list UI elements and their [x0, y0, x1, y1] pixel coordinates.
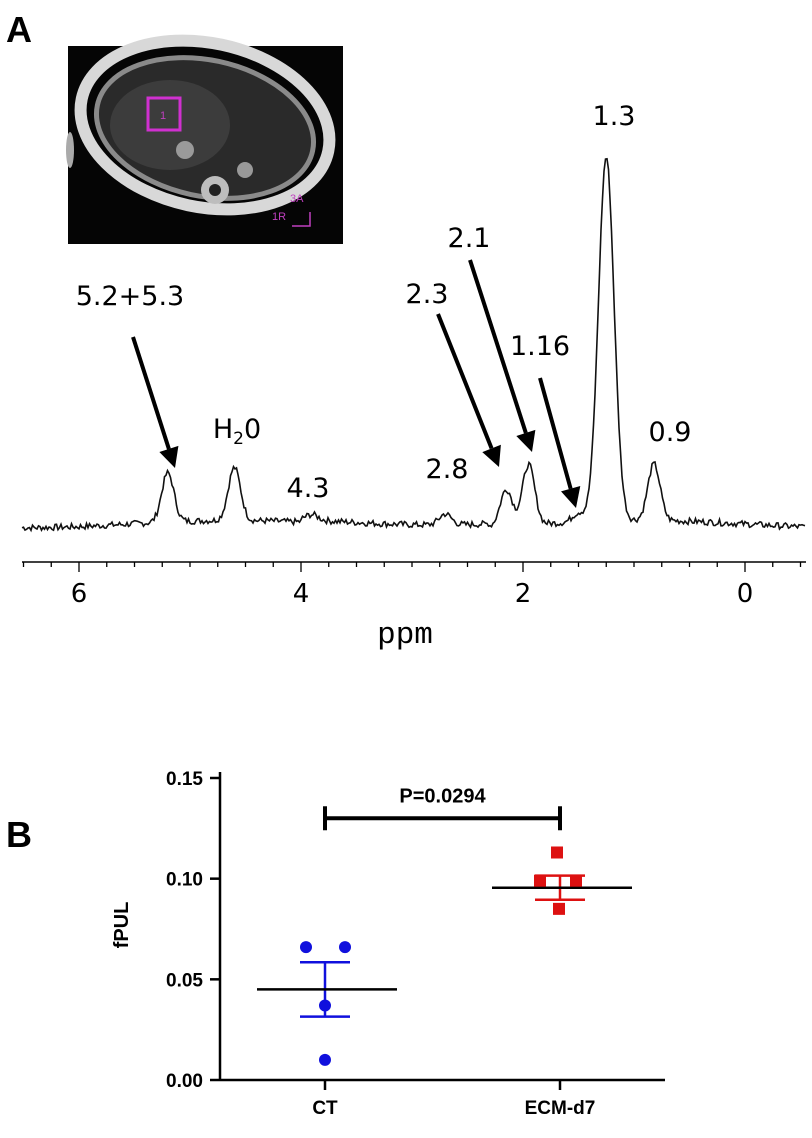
mri-corner-bracket: [292, 212, 311, 227]
data-point: [339, 941, 351, 954]
peak-arrow-shaft: [538, 377, 573, 490]
scatter-group: [257, 941, 397, 1066]
mri-liver-region: [110, 80, 230, 170]
mri-outer-ring: [74, 34, 336, 216]
spectrum-trace: [21, 157, 806, 533]
significance-label: P=0.0294: [399, 785, 486, 807]
peak-arrow-shaft: [468, 259, 528, 434]
spectrum-plot: 6 4 2 0 ppm 5.2+5.3 H20 4.3 2.8 2.3 2.1 1.16 1.3 0.…: [21, 101, 806, 653]
peak-label: 2.1: [448, 223, 491, 254]
spectrum-tick-label: 6: [71, 579, 88, 609]
peak-label: 5.2+5.3: [76, 281, 185, 312]
scatter-x-tick-label: ECM-d7: [525, 1098, 596, 1119]
mri-corner-label-1: 3A: [290, 193, 304, 205]
scatter-y-tick-label: 0.00: [166, 1071, 203, 1092]
scatter-x-tick-label: CT: [312, 1098, 338, 1119]
peak-arrow-head: [516, 429, 536, 452]
peak-label: 2.8: [426, 454, 469, 485]
scatter-y-label: fPUL: [111, 902, 133, 949]
scatter-group: [492, 846, 632, 915]
peak-label: 4.3: [287, 473, 330, 504]
scatter-y-ticks: 0.00 0.05 0.10 0.15: [166, 769, 220, 1092]
peak-labels: 5.2+5.3 H20 4.3 2.8 2.3 2.1 1.16 1.3 0.9: [76, 101, 692, 504]
mri-roi-box: [146, 96, 182, 132]
mri-spine-center: [209, 184, 221, 196]
mri-corner-label-2: 1R: [272, 211, 286, 223]
scatter-plot: 0.00 0.05 0.10 0.15 CT ECM-d7 fPUL P=0.0294: [111, 769, 665, 1119]
data-point: [570, 874, 582, 887]
data-point: [534, 874, 546, 887]
scatter-groups: [257, 846, 632, 1066]
data-point: [319, 1053, 331, 1066]
mri-left-arm-edge: [66, 132, 74, 168]
mri-roi-label: 1: [160, 110, 166, 122]
data-point: [300, 941, 312, 954]
peak-arrow-head: [482, 444, 501, 467]
scatter-y-tick-label: 0.15: [166, 769, 203, 790]
peak-arrow-head: [561, 486, 581, 508]
spectrum-x-label: ppm: [377, 618, 433, 653]
spectrum-tick-labels: 6 4 2 0: [71, 579, 754, 609]
peak-arrow-head: [159, 445, 179, 468]
mri-organ-right: [237, 162, 253, 178]
data-point: [319, 999, 331, 1012]
significance-bracket: P=0.0294: [323, 785, 562, 831]
panel-b-letter: B: [6, 814, 32, 855]
peak-label: 2.3: [406, 279, 449, 310]
spectrum-tick-label: 4: [293, 579, 310, 609]
mri-inset: 1 3A 1R: [66, 34, 343, 244]
peak-label: 1.3: [593, 101, 636, 132]
data-point: [553, 902, 565, 915]
panel-a-letter: A: [6, 9, 32, 50]
spectrum-tick-label: 2: [515, 579, 532, 609]
data-point: [551, 846, 563, 859]
spectrum-ticks: [22, 562, 802, 572]
peak-arrow-shaft: [436, 313, 494, 450]
peak-arrows: [131, 259, 581, 508]
peak-arrow-shaft: [131, 336, 171, 450]
peak-label: H20: [213, 414, 261, 449]
mri-organ-left: [176, 141, 194, 159]
scatter-x-ticks: CT ECM-d7: [312, 1080, 595, 1119]
scatter-y-tick-label: 0.05: [166, 970, 203, 991]
scatter-y-tick-label: 0.10: [166, 870, 203, 891]
peak-label: 1.16: [510, 331, 570, 362]
spectrum-tick-label: 0: [737, 579, 754, 609]
peak-label: 0.9: [649, 417, 692, 448]
